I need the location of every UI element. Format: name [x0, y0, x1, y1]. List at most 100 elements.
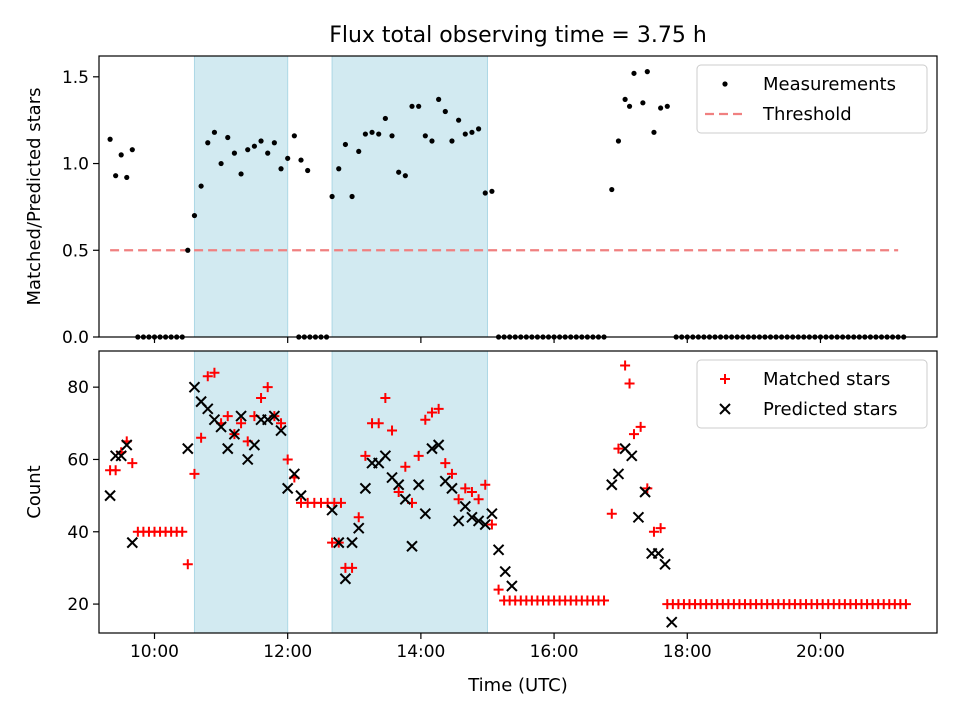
top-marks — [107, 69, 907, 340]
matched-star-point — [486, 519, 497, 530]
measurement-point — [489, 188, 495, 194]
matched-star-point — [420, 414, 431, 425]
measurement-point — [305, 167, 311, 174]
measurement-point — [409, 103, 415, 109]
measurement-point — [416, 103, 422, 109]
measurement-point — [631, 70, 637, 76]
matched-star-point — [648, 526, 659, 537]
predicted-star-point — [406, 540, 418, 552]
matched-star-point — [599, 595, 610, 606]
predicted-star-point — [262, 413, 274, 426]
measurement-point — [475, 126, 482, 132]
predicted-star-point — [419, 507, 432, 520]
measurement-point — [238, 171, 244, 177]
measurement-point — [245, 147, 251, 153]
predicted-star-point — [202, 403, 214, 415]
top-plot-frame — [98, 55, 938, 338]
predicted-star-point — [652, 547, 665, 560]
top-legend-label: Threshold — [762, 104, 852, 125]
predicted-star-point — [612, 468, 625, 480]
matched-star-point — [127, 458, 138, 469]
matched-star-point — [433, 403, 444, 414]
predicted-star-point — [182, 442, 194, 455]
predicted-star-point — [426, 442, 438, 455]
measurement-point — [107, 136, 113, 142]
predicted-star-point — [486, 507, 498, 520]
measurement-point — [205, 140, 211, 146]
measurement-point — [456, 117, 462, 123]
predicted-star-point — [506, 580, 518, 592]
predicted-star-point — [626, 450, 638, 462]
bottom-y-tick-label: 40 — [67, 523, 89, 543]
measurement-point — [298, 157, 304, 163]
predicted-star-point — [126, 536, 139, 549]
x-tick-label: 10:00 — [130, 642, 179, 662]
matched-star-point — [236, 418, 247, 429]
matched-star-point — [177, 526, 188, 537]
predicted-star-point — [215, 421, 227, 433]
top-y-tick-label: 0.5 — [62, 241, 89, 261]
predicted-star-point — [639, 486, 651, 498]
measurement-point — [369, 129, 375, 135]
predicted-star-point — [333, 536, 345, 549]
matched-star-point — [624, 378, 635, 389]
measurement-point — [113, 173, 119, 179]
matched-star-point — [493, 584, 504, 595]
measurement-point — [251, 143, 257, 149]
predicted-star-point — [479, 518, 491, 531]
matched-star-point — [440, 458, 451, 469]
measurement-point — [342, 141, 349, 148]
measurement-point — [218, 160, 224, 167]
predicted-star-point — [632, 511, 645, 524]
predicted-star-point — [659, 558, 671, 571]
matched-star-point — [655, 523, 666, 534]
measurement-point — [336, 166, 342, 172]
matched-star-point — [453, 494, 464, 505]
matched-star-point — [353, 512, 364, 523]
legend-matched-marker — [720, 374, 730, 384]
top-legend: Measurements Threshold — [696, 64, 928, 134]
measurement-point — [389, 133, 395, 139]
x-tick-label: 14:00 — [396, 642, 445, 662]
matched-star-point — [347, 562, 358, 573]
top-axis-ticks: 0.0 0.5 1.0 1.5 — [62, 68, 822, 348]
matched-star-point — [380, 393, 391, 403]
predicted-star-point — [399, 493, 412, 505]
measurement-point — [265, 150, 271, 156]
measurement-point — [291, 133, 297, 139]
matched-star-point — [360, 450, 371, 461]
measurement-point — [225, 134, 231, 141]
measurement-point — [615, 138, 622, 144]
top-legend-box — [696, 64, 928, 134]
measurement-point — [626, 103, 633, 109]
measurement-point — [436, 96, 442, 102]
predicted-star-point — [339, 573, 352, 585]
x-axis-label: Time (UTC) — [467, 675, 568, 696]
predicted-star-point — [104, 489, 116, 502]
bottom-marks — [104, 360, 911, 628]
predicted-star-point — [248, 439, 261, 451]
measurement-point — [185, 247, 191, 253]
bottom-legend: Matched stars Predicted stars — [696, 359, 928, 429]
bottom-y-tick-label: 20 — [67, 595, 89, 615]
matched-star-point — [413, 450, 424, 461]
measurement-point — [356, 148, 362, 155]
predicted-star-point — [432, 439, 445, 451]
measurement-point — [462, 131, 468, 137]
measurement-point — [278, 166, 284, 172]
measurement-point — [644, 69, 650, 75]
predicted-star-point — [353, 522, 365, 534]
predicted-star-point — [288, 468, 301, 480]
measurement-point — [198, 183, 204, 189]
predicted-star-point — [492, 544, 505, 556]
bottom-legend-label: Predicted stars — [763, 399, 897, 420]
measurement-point — [124, 174, 130, 181]
predicted-star-point — [295, 489, 307, 502]
predicted-star-point — [412, 479, 425, 491]
top-shaded-intervals — [193, 55, 488, 338]
measurement-point — [622, 96, 628, 102]
measurement-point — [191, 212, 198, 219]
matched-star-point — [480, 479, 491, 490]
predicted-star-point — [666, 616, 678, 628]
predicted-star-point — [188, 381, 201, 393]
